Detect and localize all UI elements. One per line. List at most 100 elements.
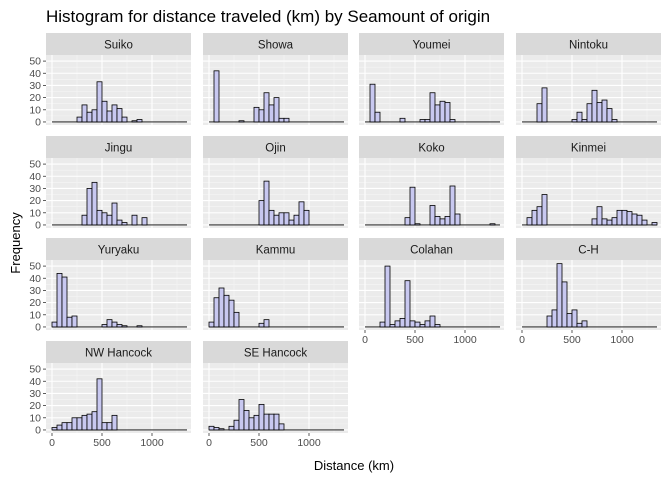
x-tick-label: 1000 xyxy=(297,437,321,449)
x-tick-label: 0 xyxy=(49,437,55,449)
histogram-bar xyxy=(449,119,456,123)
histogram-bar xyxy=(263,413,270,431)
facet-strip xyxy=(46,33,191,55)
y-tick-label: 50 xyxy=(29,56,41,68)
histogram-bar xyxy=(106,110,113,123)
facet-strip xyxy=(516,33,661,55)
histogram-bar xyxy=(116,108,123,123)
facet-label: Suiko xyxy=(104,40,133,52)
histogram-bar xyxy=(66,316,73,328)
facet-label: Colahan xyxy=(410,245,453,257)
y-tick-label: 30 xyxy=(29,80,41,92)
histogram-bar xyxy=(581,119,588,123)
histogram-bar xyxy=(263,319,270,328)
histogram-bar xyxy=(591,89,598,123)
histogram-bar xyxy=(228,425,235,431)
histogram-bar xyxy=(303,209,310,226)
histogram-bar xyxy=(263,180,270,226)
histogram-bar xyxy=(283,212,290,226)
histogram-bar xyxy=(651,222,658,226)
histogram-bar xyxy=(116,324,123,328)
x-tick-label: 0 xyxy=(519,334,525,346)
histogram-bar xyxy=(66,422,73,431)
histogram-bar xyxy=(409,186,416,226)
histogram-bar xyxy=(238,399,245,431)
histogram-bar xyxy=(556,263,563,328)
facet-strip xyxy=(203,136,348,158)
histogram-bar xyxy=(253,106,260,123)
histogram-bar xyxy=(273,413,280,431)
y-tick-label: 40 xyxy=(29,171,41,183)
histogram-bar xyxy=(258,109,265,123)
histogram-bar xyxy=(541,87,548,123)
histogram-bar xyxy=(86,188,93,226)
facet-panel: Koko xyxy=(359,136,504,228)
x-tick-label: 500 xyxy=(250,437,268,449)
facet-label: NW Hancock xyxy=(85,348,152,360)
histogram-bar xyxy=(546,315,553,328)
histogram-bar xyxy=(101,100,108,123)
facet-strip xyxy=(516,136,661,158)
y-tick-label: 30 xyxy=(29,285,41,297)
histogram-bar xyxy=(131,214,138,226)
histogram-bar xyxy=(439,100,446,123)
x-tick-label: 1000 xyxy=(610,334,634,346)
facet-panel: Colahan 0 500 1000 xyxy=(359,238,504,346)
histogram-bar xyxy=(258,403,265,431)
facet-label: Ojin xyxy=(265,143,285,155)
histogram-bar xyxy=(76,417,83,431)
histogram-bar xyxy=(131,120,138,123)
facet-panel: Kinmei xyxy=(516,136,661,228)
histogram-bar xyxy=(369,83,376,123)
histogram-bar xyxy=(121,222,128,226)
histogram-bar xyxy=(489,223,496,226)
y-tick-label: 10 xyxy=(29,412,41,424)
histogram-bar xyxy=(439,218,446,226)
histogram-bar xyxy=(111,104,118,123)
histogram-bar xyxy=(278,212,285,226)
histogram-bar xyxy=(531,209,538,226)
histogram-bar xyxy=(586,103,593,123)
facet-label: Youmei xyxy=(413,40,451,52)
histogram-bar xyxy=(389,324,396,328)
histogram-bar xyxy=(536,103,543,123)
y-tick-label: 50 xyxy=(29,261,41,273)
y-tick-label: 10 xyxy=(29,104,41,116)
facet-panel: Ojin xyxy=(203,136,348,228)
facet-label: C-H xyxy=(578,245,598,257)
histogram-bar xyxy=(76,116,83,123)
y-tick-label: 10 xyxy=(29,207,41,219)
histogram-bar xyxy=(116,219,123,226)
histogram-bar xyxy=(551,309,558,328)
histogram-bar xyxy=(51,427,58,431)
chart-title: Histogram for distance traveled (km) by … xyxy=(46,7,490,26)
histogram-bar xyxy=(424,320,431,328)
facet-label: SE Hancock xyxy=(244,348,308,360)
histogram-bar xyxy=(136,119,143,123)
facet-panel: Showa xyxy=(203,33,348,125)
histogram-bar xyxy=(404,217,411,226)
histogram-bar xyxy=(141,217,148,226)
panel-background xyxy=(46,363,191,433)
histogram-bar xyxy=(111,202,118,226)
histogram-bar xyxy=(434,324,441,328)
histogram-bar xyxy=(91,109,98,123)
histogram-bar xyxy=(81,414,88,431)
histogram-bar xyxy=(243,410,250,431)
histogram-bar xyxy=(91,411,98,431)
y-tick-label: 20 xyxy=(29,297,41,309)
histogram-bar xyxy=(293,214,300,226)
histogram-bar xyxy=(429,92,436,123)
histogram-bar xyxy=(51,321,58,328)
histogram-bar xyxy=(611,217,618,226)
histogram-bar xyxy=(263,92,270,123)
histogram-bar xyxy=(278,423,285,431)
histogram-bar xyxy=(591,218,598,226)
x-tick-label: 500 xyxy=(563,334,581,346)
histogram-bar xyxy=(384,265,391,328)
facet-strip xyxy=(46,238,191,260)
histogram-bar xyxy=(596,102,603,123)
